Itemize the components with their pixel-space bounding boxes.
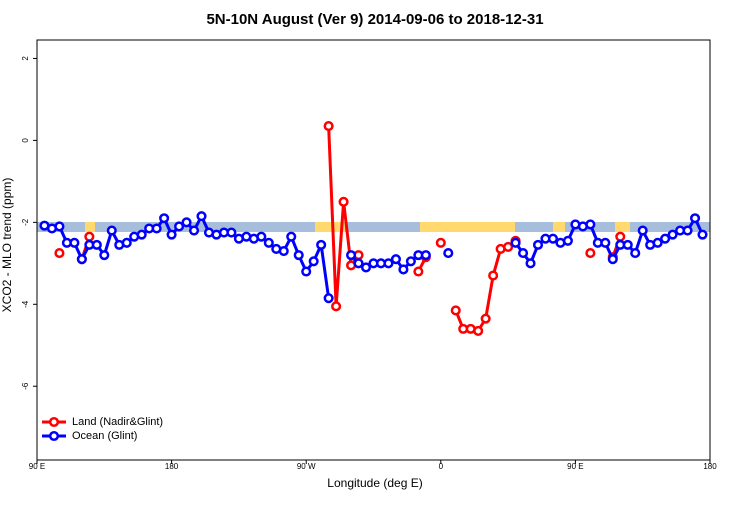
point [600, 237, 611, 248]
point [181, 217, 192, 228]
point [76, 254, 87, 265]
point [652, 237, 663, 248]
point [196, 211, 207, 222]
map-band [37, 222, 710, 232]
point [346, 250, 357, 261]
land-patch [615, 222, 630, 232]
legend-marker [48, 416, 60, 428]
ocean-band [37, 222, 710, 232]
point [151, 223, 162, 234]
point [443, 248, 454, 259]
point [69, 237, 80, 248]
chart-title: 5N-10N August (Ver 9) 2014-09-06 to 2018… [206, 11, 543, 28]
point [413, 266, 424, 277]
point [166, 229, 177, 240]
x-tick-label: 180 [165, 462, 179, 471]
point [159, 213, 170, 224]
point [323, 120, 334, 132]
point [667, 229, 678, 240]
land-patch [420, 222, 515, 232]
plot-frame [36, 39, 711, 461]
point [278, 245, 289, 257]
point [91, 239, 102, 250]
point [286, 231, 297, 242]
point [316, 239, 327, 250]
point [301, 266, 312, 277]
point [435, 237, 446, 248]
point [263, 237, 274, 248]
point [54, 248, 65, 259]
point [308, 256, 319, 267]
point [547, 233, 559, 244]
point [622, 239, 633, 250]
point [607, 254, 618, 265]
series [39, 211, 708, 304]
point [562, 235, 573, 246]
y-tick-label: -6 [21, 382, 30, 390]
point [689, 213, 701, 224]
point [293, 250, 304, 261]
point [682, 225, 693, 236]
point [518, 248, 529, 259]
point [398, 264, 409, 275]
point [510, 237, 521, 248]
point [256, 231, 267, 242]
point [360, 262, 372, 273]
point [480, 313, 491, 324]
point [450, 305, 461, 316]
y-tick-label: -4 [21, 300, 30, 308]
point [106, 225, 117, 236]
y-tick-label: -2 [21, 218, 30, 226]
point [615, 231, 626, 242]
point [383, 258, 394, 269]
y-tick-label: 0 [21, 138, 30, 143]
point [585, 219, 596, 230]
legend-label: Land (Nadir&Glint) [72, 416, 163, 428]
y-axis-label: XCO2 - MLO trend (ppm) [0, 178, 14, 313]
point [174, 221, 185, 232]
point [390, 254, 401, 265]
x-axis-label: Longitude (deg E) [327, 476, 422, 490]
x-tick-label: 90 E [567, 462, 583, 471]
point [525, 258, 536, 269]
point [121, 237, 132, 248]
point [503, 241, 514, 252]
point [697, 229, 708, 240]
point [84, 231, 95, 242]
x-tick-label: 90 W [297, 462, 316, 471]
land-patch [553, 222, 565, 232]
point [660, 233, 671, 244]
x-tick-label: 0 [439, 462, 444, 471]
legend-label: Ocean (Glint) [72, 430, 137, 442]
point [473, 325, 484, 336]
point [323, 293, 334, 304]
point [585, 248, 596, 259]
point [637, 225, 648, 236]
point [136, 229, 147, 240]
point [488, 270, 499, 281]
point [420, 250, 431, 261]
land-patch [85, 222, 95, 232]
land-patch [315, 222, 345, 232]
point [188, 225, 200, 236]
point [405, 256, 416, 267]
legend-marker [48, 430, 60, 442]
point [331, 301, 342, 312]
y-tick-label: 2 [21, 56, 30, 61]
x-tick-label: 180 [703, 462, 717, 471]
point [54, 221, 65, 232]
x-tick-label: 90 E [29, 462, 45, 471]
point [630, 248, 641, 259]
point [532, 239, 544, 250]
point [338, 196, 349, 207]
point [226, 227, 237, 238]
point [99, 250, 110, 261]
point [353, 258, 364, 269]
